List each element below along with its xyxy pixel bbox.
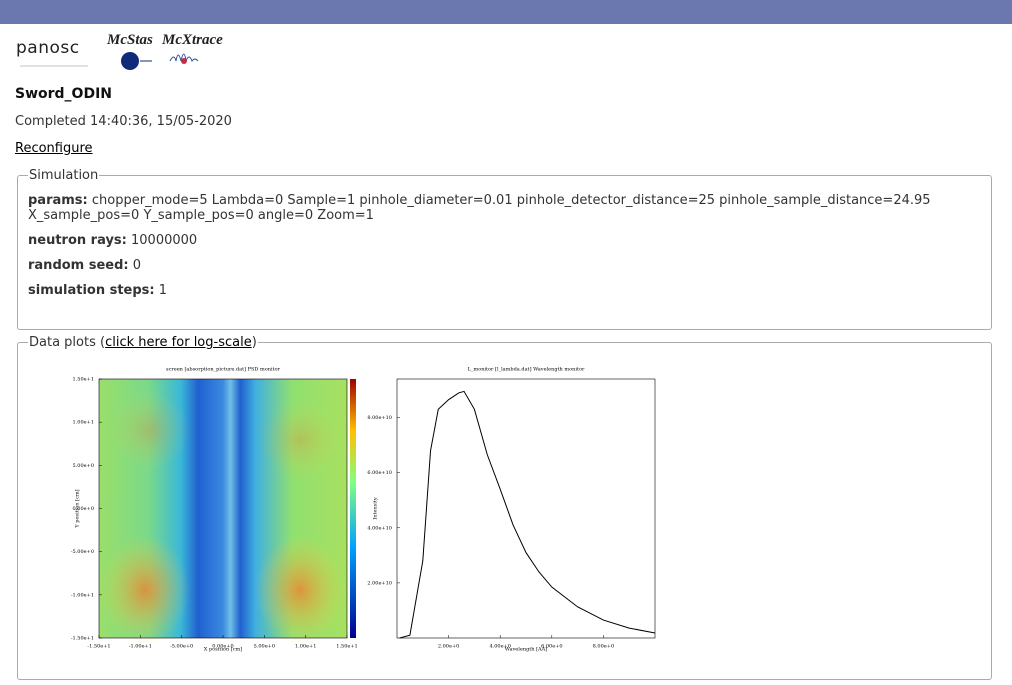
field: random seed: 0 (28, 258, 981, 273)
plots-box: Data plots (click here for log-scale) (17, 335, 992, 680)
y-tick-label: 1.50e+1 (73, 377, 94, 383)
field: simulation steps: 1 (28, 283, 981, 298)
field-label: neutron rays: (28, 233, 127, 248)
field-value: 10000000 (131, 233, 198, 248)
logo-icons (20, 52, 199, 70)
simulation-legend: Simulation (29, 168, 99, 183)
plot-title: screen [absorption_picture.dat] PSD moni… (166, 367, 281, 373)
heatmap-image (98, 378, 348, 645)
y-tick-label: 1.00e+1 (73, 420, 94, 426)
y-tick-label: 0.00e+0 (73, 506, 94, 512)
field-label: params: (28, 193, 88, 208)
y-tick-label: 8.00e+10 (367, 415, 392, 421)
x-tick-label: -1.00e+1 (129, 644, 152, 650)
field-label: simulation steps: (28, 283, 155, 298)
x-tick-label: 8.00e+0 (593, 644, 614, 650)
x-axis-label: Wavelength [AA] (505, 647, 547, 653)
y-tick-label: 6.00e+10 (367, 470, 392, 476)
y-tick-label: -1.00e+1 (71, 592, 94, 598)
x-tick-label: 6.00e+0 (541, 644, 562, 650)
x-tick-label: 4.00e+0 (489, 644, 510, 650)
x-tick-label: 1.00e+1 (295, 644, 316, 650)
x-tick-label: 1.50e+1 (336, 644, 357, 650)
field-value: 1 (158, 283, 168, 298)
field-value: 0 (132, 258, 142, 273)
x-axis-label: X position [cm] (204, 647, 242, 653)
y-tick-label: 5.00e+0 (73, 463, 94, 469)
x-tick-label: -5.00e+0 (170, 644, 193, 650)
x-tick-label: 0.00e+0 (212, 644, 233, 650)
x-tick-label: 5.00e+0 (254, 644, 275, 650)
colorbar (350, 379, 356, 638)
plots-legend: Data plots (click here for log-scale) (28, 335, 258, 350)
field-value: chopper_mode=5 Lambda=0 Sample=1 pinhole… (28, 193, 931, 223)
plot-title: L_monitor [l_lambda.dat] Wavelength moni… (468, 367, 585, 373)
x-tick-label: -1.50e+1 (87, 644, 110, 650)
y-axis-label: Y position [cm] (75, 489, 81, 528)
logo: McStas (107, 32, 153, 48)
legend-text: Data plots ( (29, 335, 106, 350)
legend-text: ) (251, 335, 257, 350)
log-scale-link[interactable]: click here for log-scale (105, 335, 252, 350)
reconfigure-link[interactable]: Reconfigure (15, 141, 93, 156)
field: neutron rays: 10000000 (28, 233, 981, 248)
page-title: Sword_ODIN (15, 86, 113, 102)
plot-frame (396, 378, 656, 639)
y-tick-label: 2.00e+10 (367, 580, 392, 586)
y-tick-label: -1.50e+1 (71, 636, 94, 642)
y-axis-label: Intensity (373, 497, 379, 520)
y-tick-label: -5.00e+0 (71, 549, 94, 555)
field: params: chopper_mode=5 Lambda=0 Sample=1… (28, 193, 981, 223)
fields: params: chopper_mode=5 Lambda=0 Sample=1… (28, 193, 981, 298)
logo: McXtrace (162, 32, 223, 48)
field-label: random seed: (28, 258, 129, 273)
x-tick-label: 2.00e+0 (438, 644, 459, 650)
top-bar (0, 0, 1012, 24)
simulation-box: Simulation params: chopper_mode=5 Lambda… (17, 168, 992, 330)
logo: panosc (16, 38, 80, 58)
status: Completed 14:40:36, 15/05-2020 (15, 114, 232, 129)
line (399, 390, 656, 639)
y-tick-label: 4.00e+10 (367, 525, 392, 531)
